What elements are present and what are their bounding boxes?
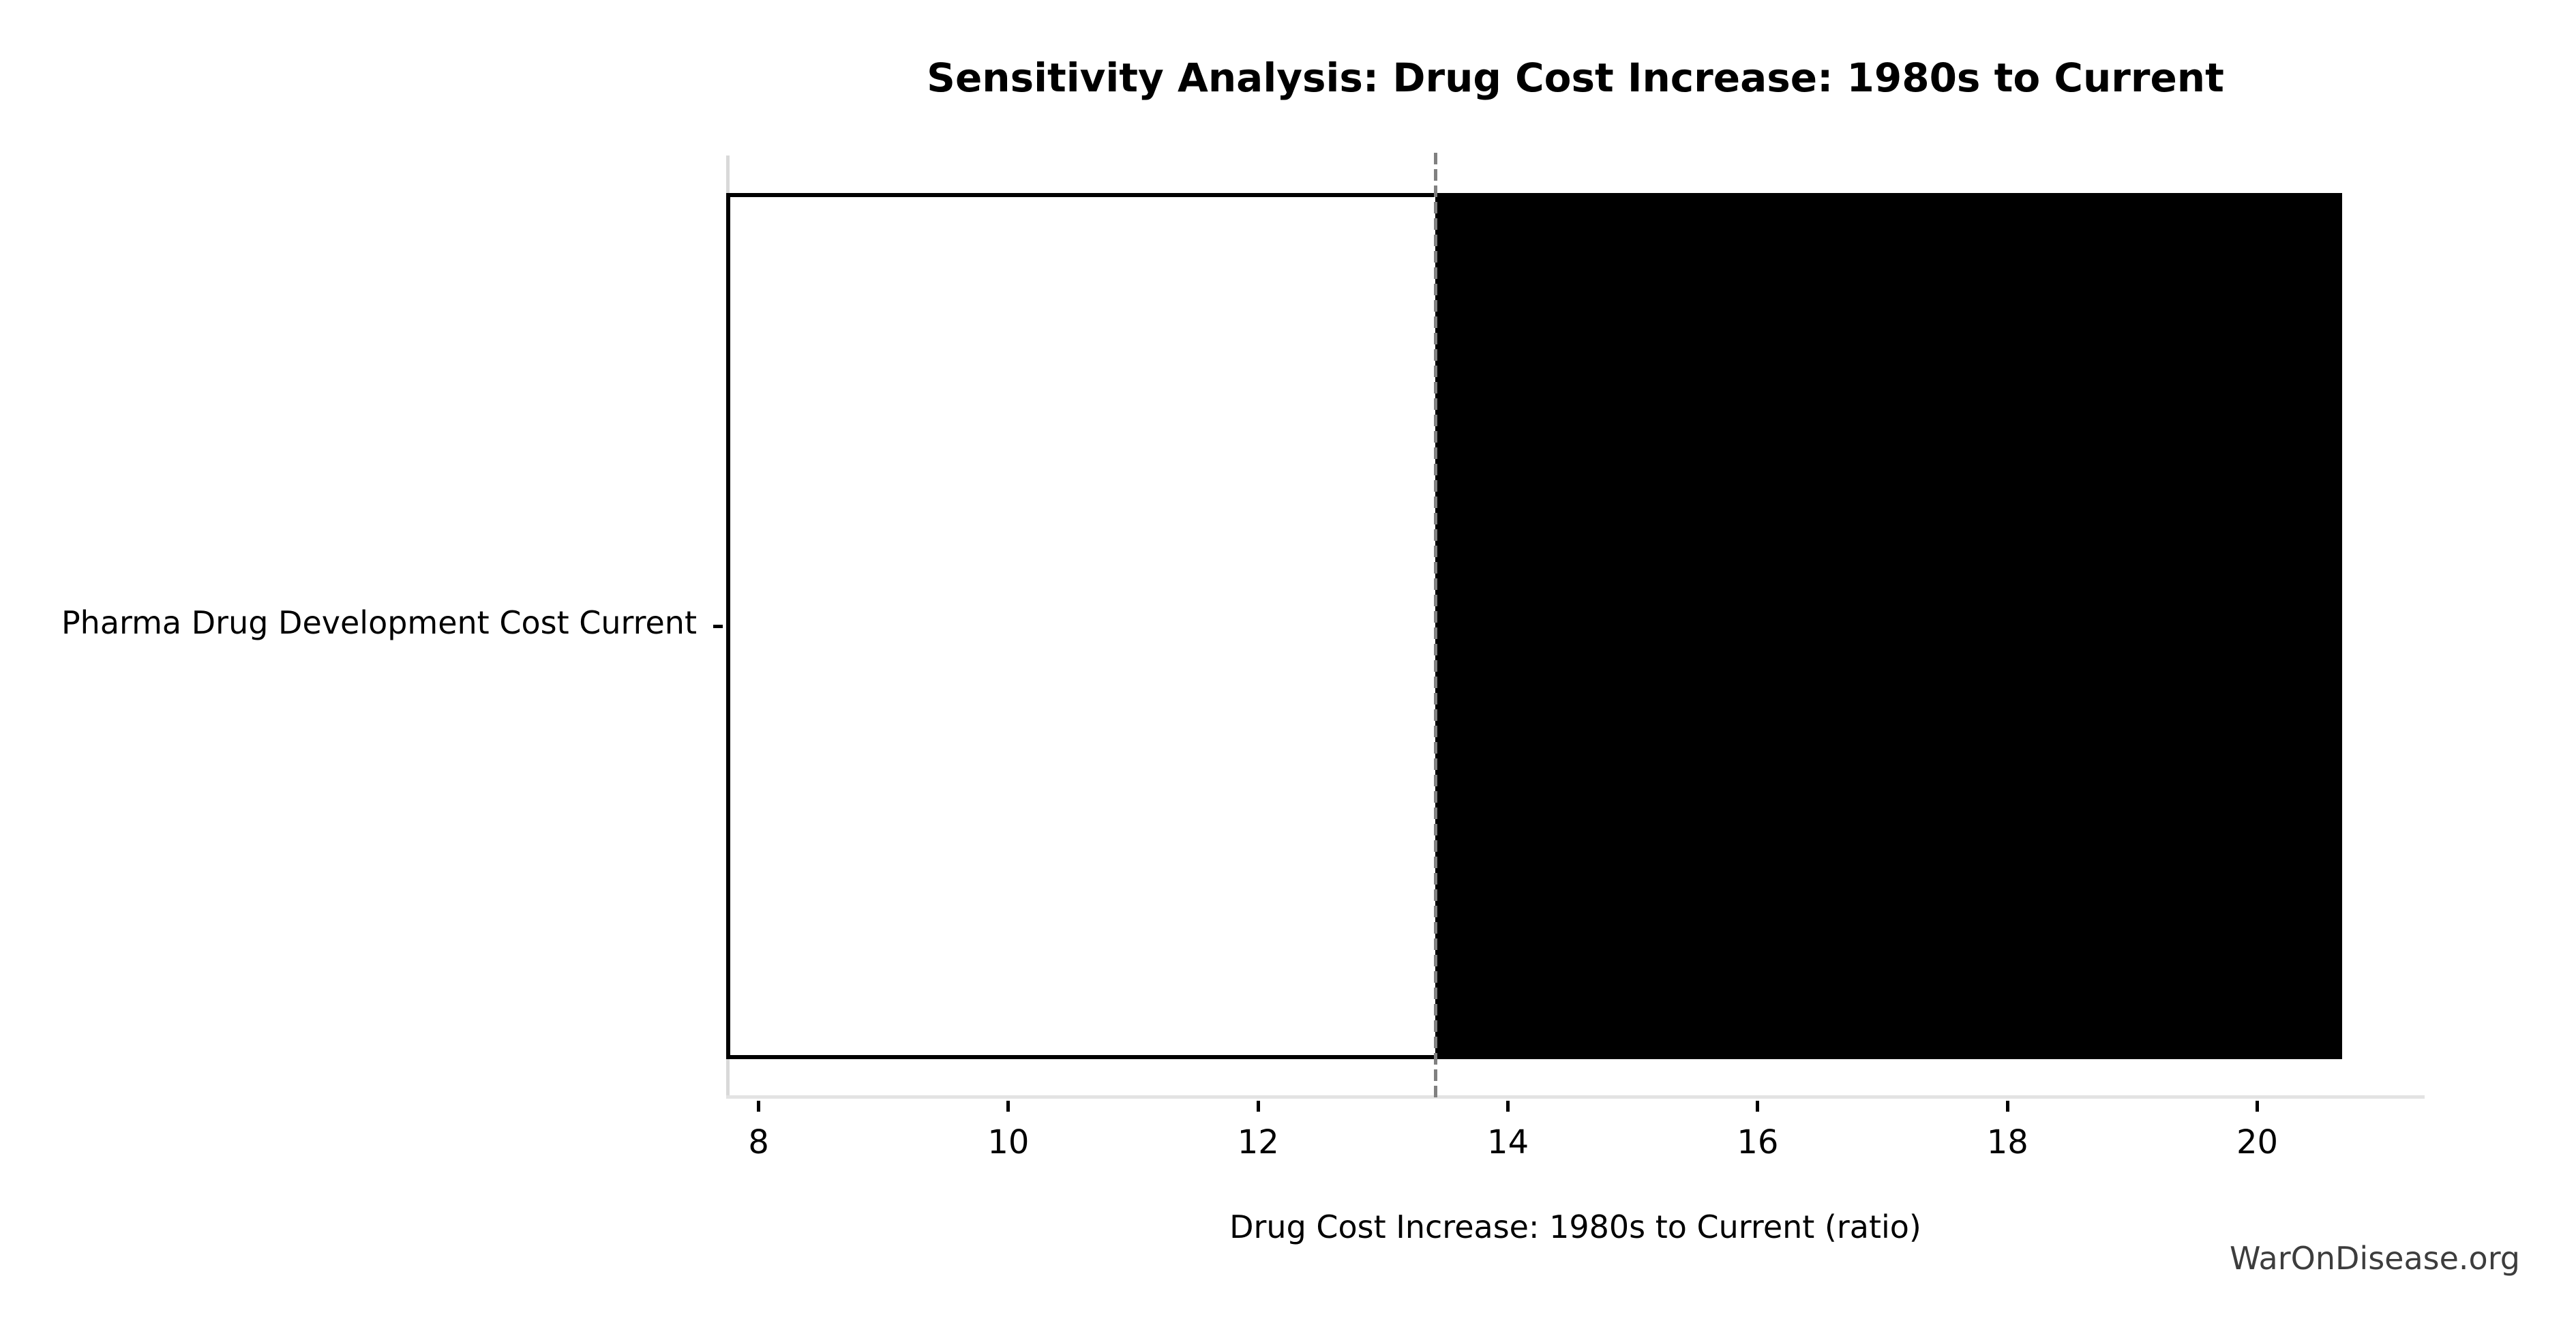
x-tick-mark (1506, 1101, 1510, 1112)
baseline-dashed-line (1433, 153, 1437, 1099)
x-tick-label: 10 (987, 1123, 1030, 1161)
bar-high-segment (1435, 193, 2343, 1059)
x-tick-label: 16 (1737, 1123, 1779, 1161)
x-tick-mark (1756, 1101, 1760, 1112)
x-tick-label: 18 (1986, 1123, 2028, 1161)
x-tick-mark (2256, 1101, 2260, 1112)
plot-area: 8 10 12 14 16 18 20 (713, 153, 2425, 1161)
bar-outline (726, 193, 2343, 1059)
chart-title: Sensitivity Analysis: Drug Cost Increase… (927, 55, 2224, 101)
y-tick-label: Pharma Drug Development Cost Current (61, 604, 697, 641)
x-tick-mark (2005, 1101, 2009, 1112)
x-tick-mark (1256, 1101, 1260, 1112)
x-axis-label: Drug Cost Increase: 1980s to Current (ra… (1229, 1209, 1921, 1245)
x-tick-label: 12 (1237, 1123, 1279, 1161)
x-tick-mark (1006, 1101, 1010, 1112)
x-axis-spine (726, 1095, 2425, 1099)
x-tick-mark (757, 1101, 761, 1112)
y-tick-mark (713, 625, 723, 628)
x-tick-label: 20 (2236, 1123, 2279, 1161)
x-tick-label: 8 (748, 1123, 769, 1161)
x-tick-label: 14 (1487, 1123, 1529, 1161)
watermark: WarOnDisease.org (2230, 1240, 2520, 1277)
sensitivity-bar (726, 193, 2343, 1059)
